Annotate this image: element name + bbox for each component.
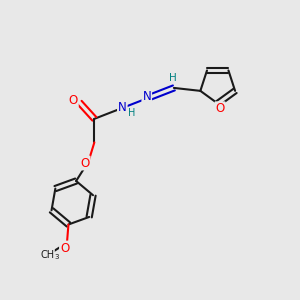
Text: O: O bbox=[68, 94, 78, 107]
Text: H: H bbox=[169, 73, 176, 82]
Text: O: O bbox=[215, 102, 225, 115]
Text: CH: CH bbox=[40, 250, 54, 260]
Text: H: H bbox=[128, 108, 136, 118]
Text: N: N bbox=[142, 90, 151, 103]
Text: O: O bbox=[60, 242, 69, 255]
Text: N: N bbox=[118, 100, 127, 114]
Text: 3: 3 bbox=[54, 254, 59, 260]
Text: O: O bbox=[80, 157, 90, 169]
